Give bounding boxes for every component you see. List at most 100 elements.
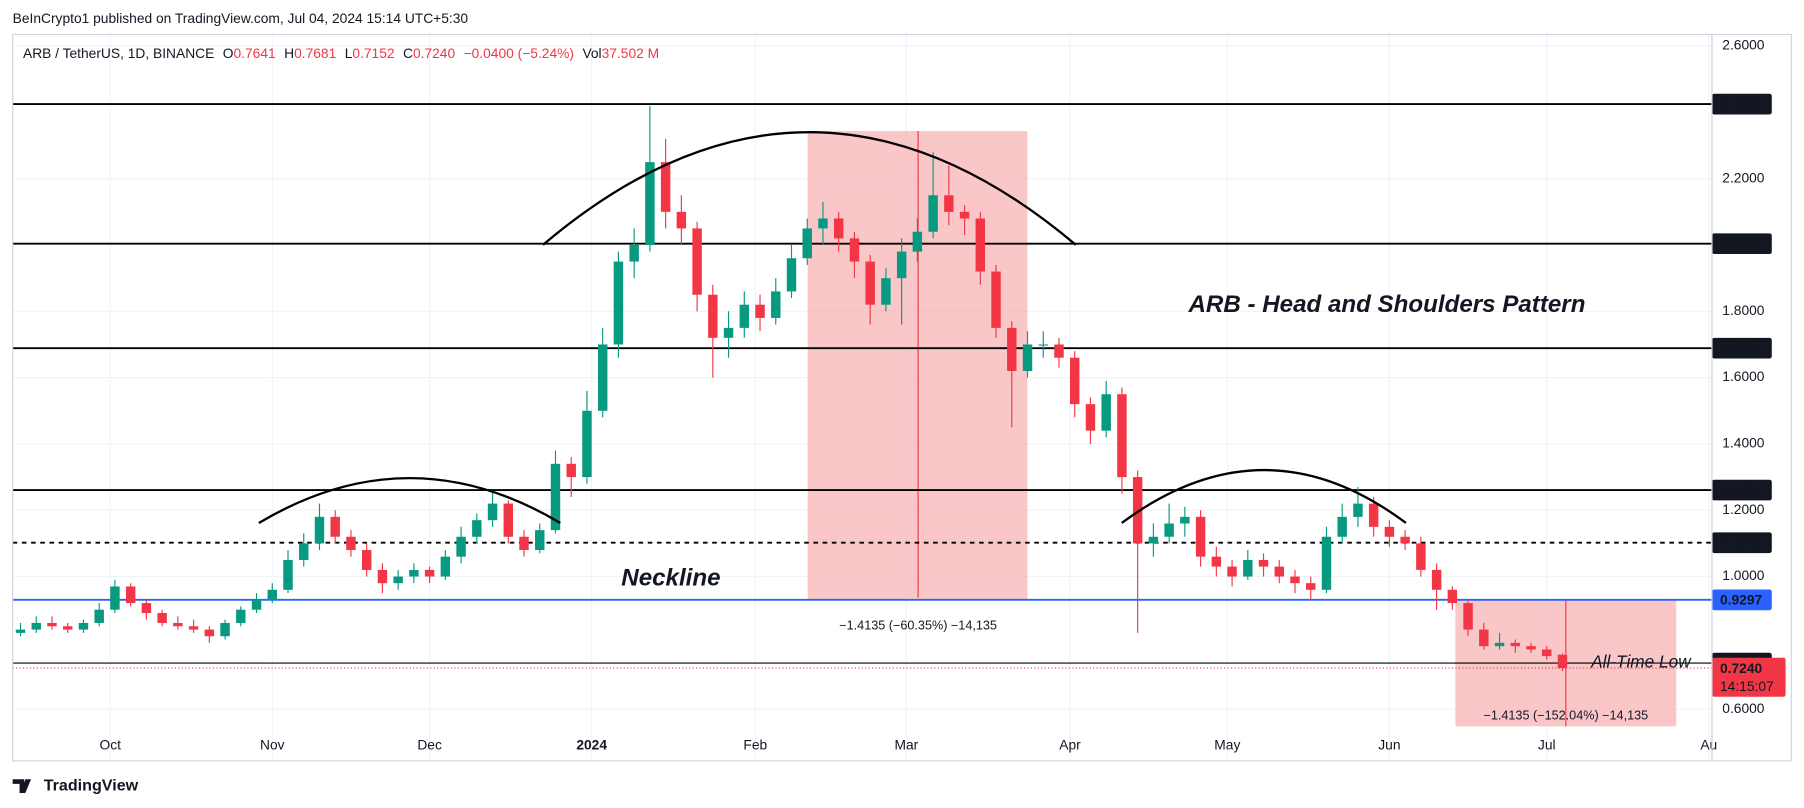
candle-body [1400, 536, 1410, 544]
candle-body [802, 228, 812, 259]
candle-body [1132, 477, 1143, 544]
y-tick-label: 2.2000 [1722, 170, 1765, 185]
candle-body [1274, 566, 1284, 577]
candle-body [1542, 649, 1552, 657]
candle-body [94, 609, 104, 623]
candle-body [550, 463, 561, 531]
vol-key: Vol [582, 46, 601, 61]
candle-body [346, 536, 356, 551]
candle-body [15, 629, 26, 633]
candle-body [944, 195, 954, 212]
candle-body [1431, 569, 1442, 590]
candle-body [1070, 357, 1080, 405]
countdown: 14:15:07 [1720, 679, 1774, 694]
candle-body [1243, 559, 1253, 577]
candle-body [928, 195, 938, 232]
candle-body [1494, 642, 1505, 647]
candle-body [1227, 566, 1237, 577]
candle-body [503, 503, 514, 537]
candle-body [1117, 394, 1127, 478]
candle-body [1557, 654, 1568, 669]
candle-body [47, 622, 57, 627]
price-label-box [1711, 337, 1772, 359]
candle-body [456, 536, 466, 557]
candle-body [786, 258, 797, 292]
candle-body [1101, 394, 1111, 431]
candle-body [299, 543, 309, 560]
candle-body [865, 261, 875, 305]
candle-body [723, 327, 734, 338]
price-axis-frame [1711, 33, 1792, 762]
candle-body [896, 251, 907, 279]
candle-body [645, 162, 655, 246]
brand: TradingView [44, 776, 139, 794]
measure-label: −1.4135 (−152.04%) −14,135 [1483, 708, 1648, 722]
price-label-box [1711, 233, 1772, 255]
price-label-box [1711, 589, 1772, 611]
candle-body [220, 622, 230, 637]
candle-body [660, 162, 671, 212]
x-tick-label: Jun [1378, 738, 1400, 753]
price-label: 1.2608 [1720, 483, 1763, 498]
candle-body [377, 569, 388, 584]
candle-body [991, 271, 1001, 328]
candle-body [849, 238, 860, 262]
x-tick-label: Mar [894, 738, 918, 753]
candle-body [1258, 559, 1269, 567]
candle-body [267, 589, 277, 600]
candle-body [1038, 344, 1048, 346]
price-label: 1.6888 [1720, 341, 1763, 356]
atl-label: All-Time Low [1590, 652, 1692, 672]
candle-body [613, 261, 624, 345]
candle-body [188, 626, 199, 630]
candle-body [314, 516, 325, 544]
candle-body [361, 550, 372, 570]
y-tick-label: 2.6000 [1722, 38, 1765, 53]
h-key: H [284, 46, 294, 61]
candle-body [1526, 646, 1536, 650]
candle-body [204, 629, 215, 637]
x-tick-label: Apr [1059, 738, 1081, 753]
candle-body [959, 211, 970, 219]
candle-body [1321, 536, 1332, 590]
candle-body [881, 278, 891, 305]
candle-body [409, 569, 419, 577]
price-label: 1.1020 [1720, 536, 1763, 551]
last-price-label: 0.7240 [1720, 661, 1763, 676]
c-key: C [403, 46, 413, 61]
candle-body [739, 304, 750, 328]
candle-body [912, 231, 923, 252]
price-label-box [1711, 93, 1772, 115]
candle-body [629, 245, 639, 262]
candle-body [1510, 642, 1521, 647]
price-label: 2.0040 [1720, 236, 1763, 251]
price-label-box [1711, 479, 1772, 501]
candle-body [78, 622, 89, 630]
brand-logo [12, 779, 32, 794]
header: BeInCrypto1 published on TradingView.com… [13, 11, 469, 26]
candle-body [283, 559, 293, 590]
candle-body [487, 503, 498, 521]
candle-body [157, 613, 167, 623]
x-tick-label: Nov [260, 738, 285, 753]
candle-body [125, 586, 136, 604]
candle-body [535, 530, 545, 551]
candle-body [393, 576, 403, 584]
candle-body [251, 599, 262, 610]
candle-body [597, 344, 608, 411]
candle-body [582, 410, 592, 478]
candle-body [1337, 516, 1347, 537]
x-tick-label: Dec [417, 738, 442, 753]
candle-body [1022, 344, 1033, 371]
candle-body [141, 603, 152, 614]
candle-body [1306, 583, 1316, 590]
y-tick-label: 1.6000 [1722, 369, 1765, 384]
candle-body [1195, 516, 1206, 557]
y-tick-label: 1.8000 [1722, 303, 1765, 318]
x-tick-label: Oct [99, 738, 121, 753]
symbol: ARB / TetherUS, 1D, BINANCE [23, 46, 214, 61]
candle-body [63, 626, 73, 630]
candle-body [566, 463, 576, 478]
pattern-title: ARB - Head and Shoulders Pattern [1187, 291, 1585, 318]
